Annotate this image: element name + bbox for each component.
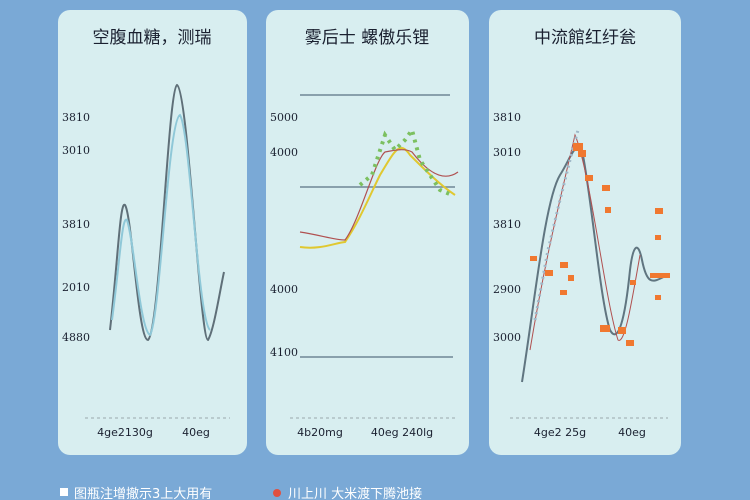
line	[299, 147, 456, 249]
panel: 雾后士 螺傲乐锂 5000 4000 4000 4100 4b20mg 40eg…	[266, 10, 469, 455]
footer-text: 图瓶注增撤示3上大用有	[74, 486, 212, 500]
markers	[530, 143, 670, 346]
card	[266, 10, 469, 455]
line	[358, 125, 453, 197]
x-label: 4ge2 25g	[534, 426, 586, 439]
x-label: 40eg	[182, 426, 210, 439]
y-label: 3810	[62, 218, 90, 231]
y-label: 4100	[270, 346, 298, 359]
y-label: 3010	[62, 144, 90, 157]
x-label: 4b20mg	[297, 426, 343, 439]
y-label: 4000	[270, 146, 298, 159]
y-label: 4000	[270, 283, 298, 296]
y-label: 3000	[493, 331, 521, 344]
panel: 中流館红纡瓮 3810 3010 3810 2900 3000 4ge2 25g…	[489, 10, 681, 455]
y-label: 5000	[270, 111, 298, 124]
line	[111, 113, 211, 337]
x-label: 4ge2130g	[97, 426, 153, 439]
legend-swatch	[273, 489, 281, 497]
legend-swatch	[60, 488, 68, 496]
y-label: 3810	[493, 111, 521, 124]
y-label: 4880	[62, 331, 90, 344]
card	[489, 10, 681, 455]
line	[533, 129, 580, 321]
y-label: 2900	[493, 283, 521, 296]
line	[521, 146, 669, 383]
line	[109, 83, 225, 342]
y-label: 3810	[493, 218, 521, 231]
y-label: 2010	[62, 281, 90, 294]
panel: 空腹血糖，测瑞 3810 3010 3810 2010 4880 4ge2130…	[58, 10, 247, 455]
panel-title: 中流館红纡瓮	[534, 28, 636, 48]
y-label: 3010	[493, 146, 521, 159]
x-label: 40eg	[618, 426, 646, 439]
x-label: 40eg 240lg	[371, 426, 433, 439]
footer-text: 川上川 大米渡下腾池接	[288, 486, 422, 500]
line	[299, 149, 459, 241]
panel-title: 雾后士 螺傲乐锂	[305, 28, 429, 48]
card	[58, 10, 247, 455]
panel-title: 空腹血糖，测瑞	[93, 28, 212, 48]
y-label: 3810	[62, 111, 90, 124]
